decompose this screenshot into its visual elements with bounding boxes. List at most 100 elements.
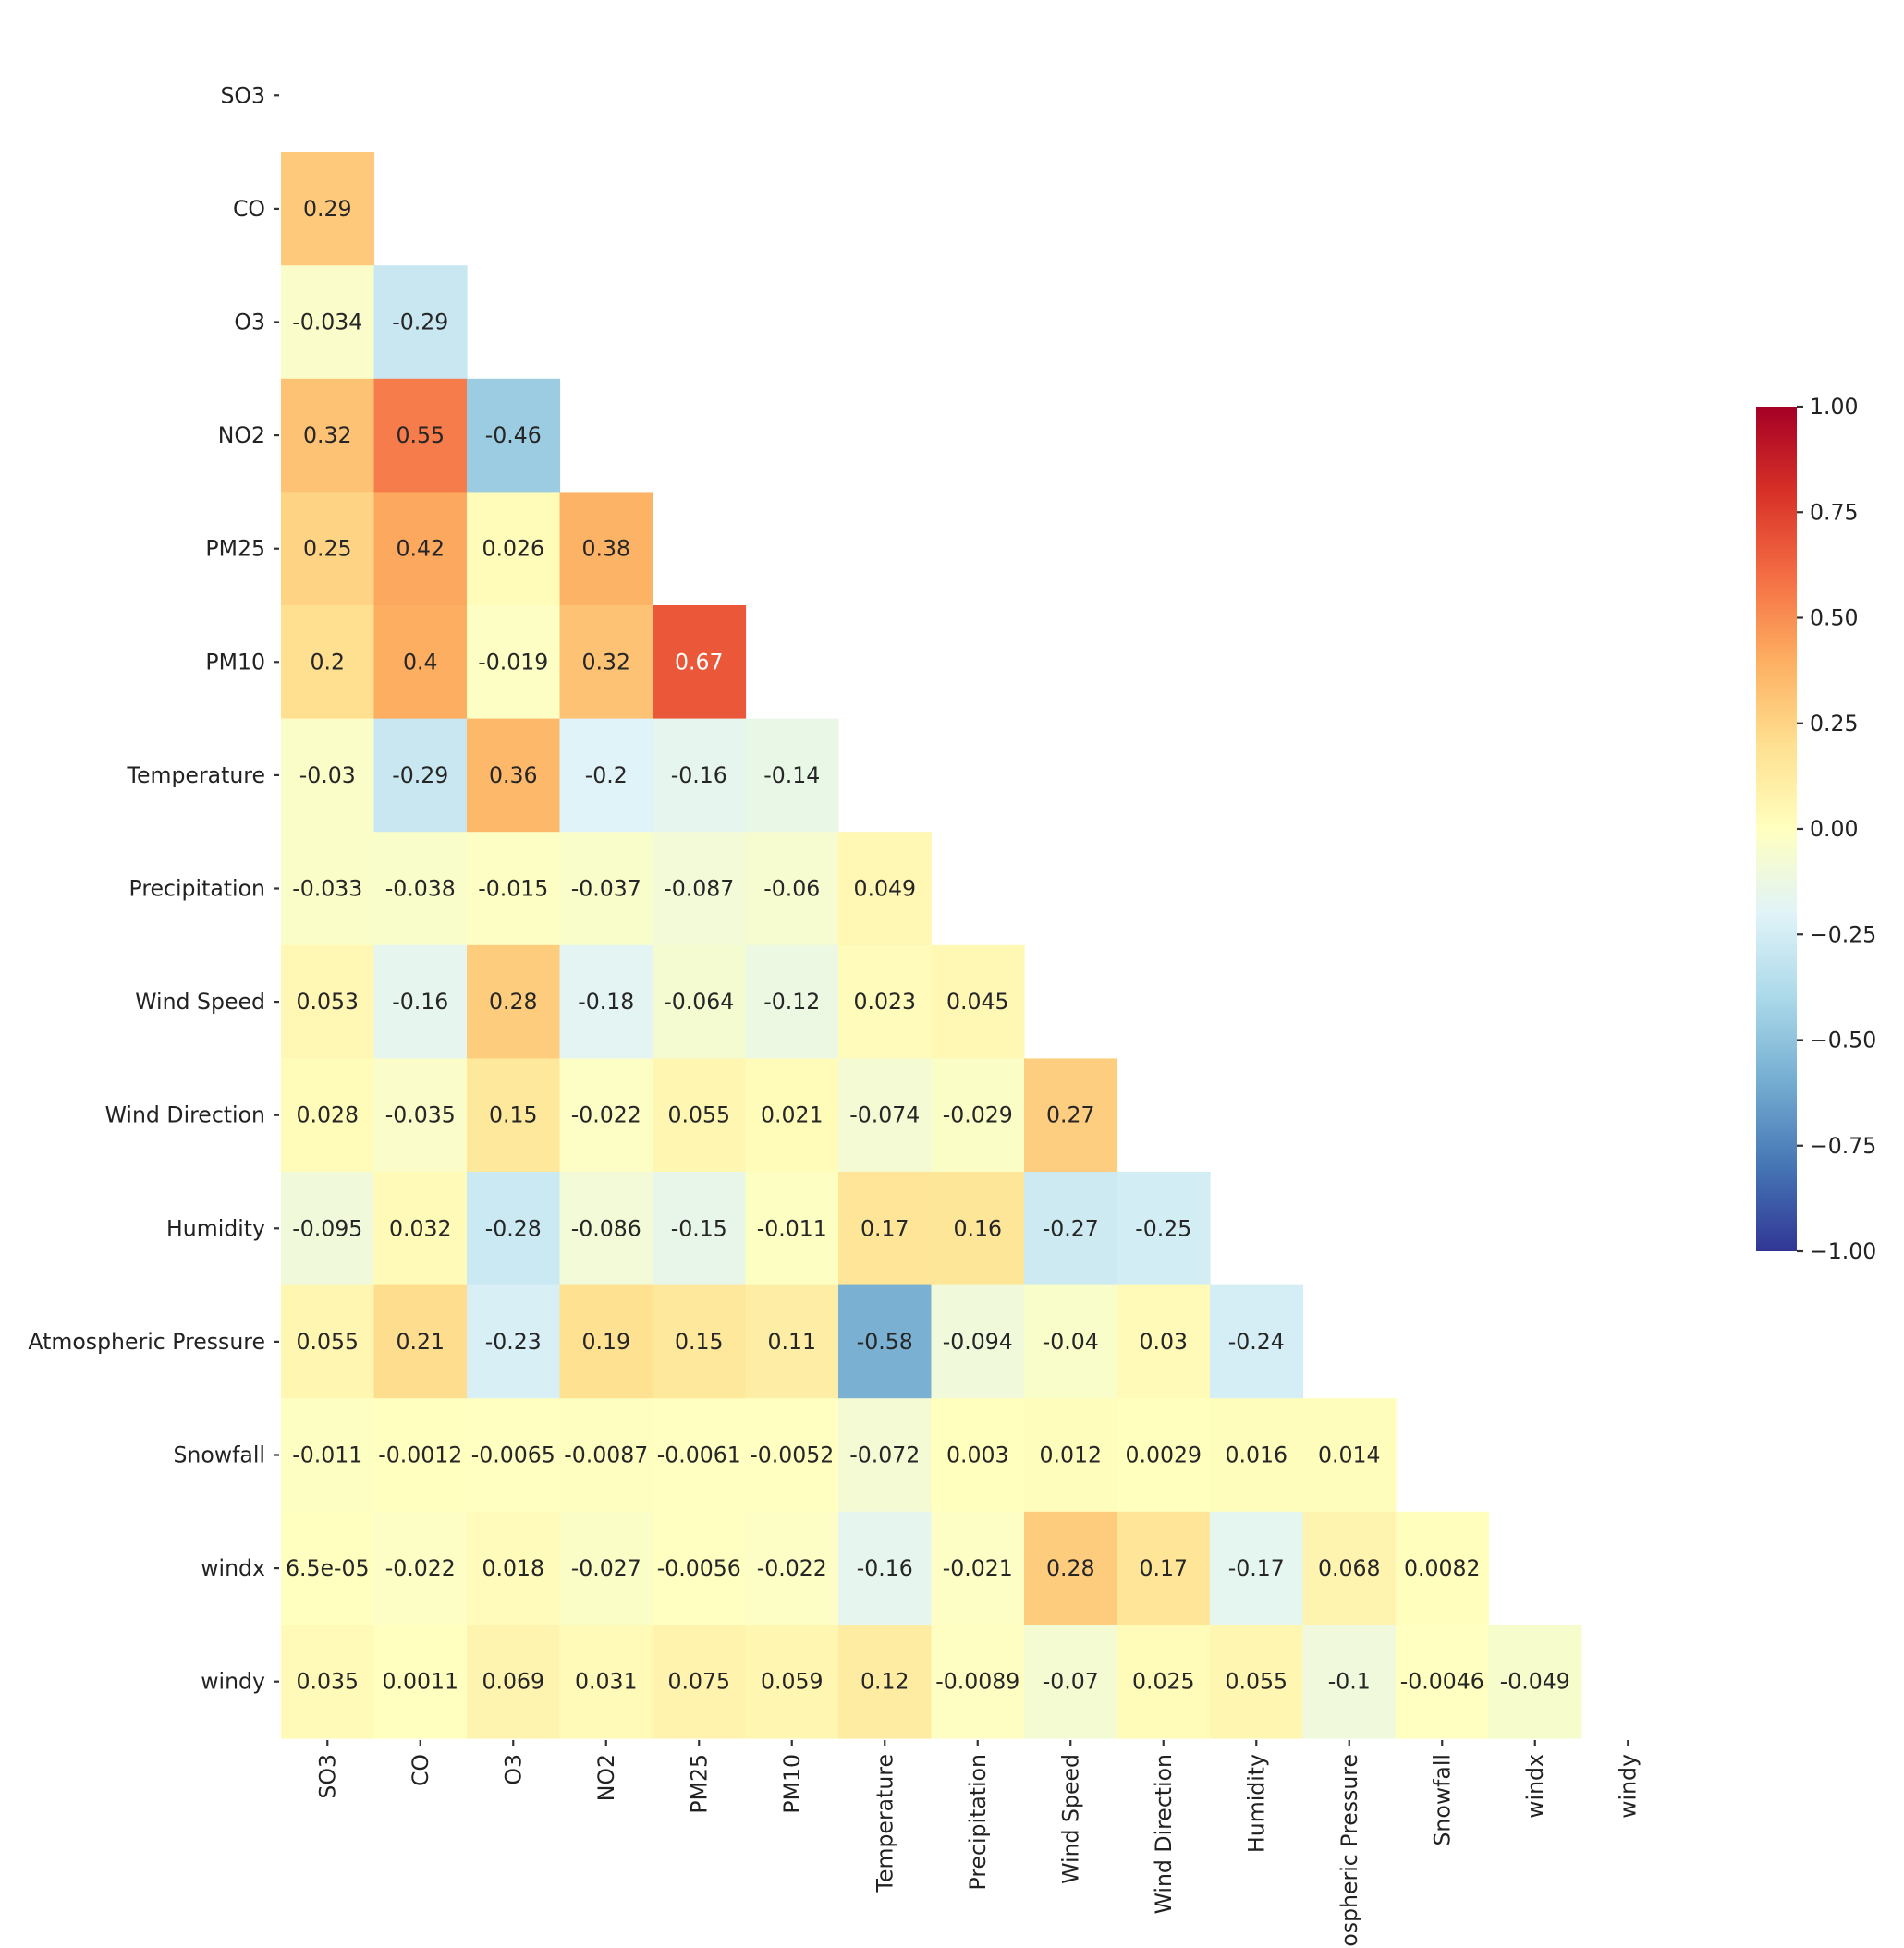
cell-value-label: -0.033 bbox=[292, 876, 362, 902]
cell-value-label: 0.003 bbox=[946, 1443, 1009, 1468]
heatmap-cell bbox=[838, 832, 933, 946]
y-tick-label: windy bbox=[201, 1669, 265, 1695]
cell-value-label: 0.28 bbox=[489, 989, 538, 1015]
heatmap-cell bbox=[838, 1625, 933, 1739]
cell-value-label: -0.25 bbox=[1135, 1215, 1191, 1241]
cell-value-label: 0.28 bbox=[1046, 1555, 1095, 1581]
heatmap-cell bbox=[373, 265, 468, 380]
y-tick-label: PM10 bbox=[205, 649, 265, 675]
cell-value-label: -0.18 bbox=[578, 989, 634, 1015]
heatmap-cell bbox=[559, 1625, 653, 1739]
cell-value-label: -0.049 bbox=[1500, 1669, 1570, 1695]
cell-value-label: 0.38 bbox=[581, 536, 630, 562]
cell-value-label: 0.67 bbox=[675, 649, 724, 675]
cell-value-label: -0.17 bbox=[1228, 1555, 1285, 1581]
heatmap-cell bbox=[373, 1625, 468, 1739]
heatmap-cell bbox=[281, 1511, 375, 1625]
heatmap-cell bbox=[745, 944, 839, 1059]
cell-value-label: -0.2 bbox=[585, 762, 628, 788]
heatmap-cell bbox=[1396, 1625, 1490, 1739]
heatmap-cell bbox=[281, 1284, 375, 1399]
heatmap-cell bbox=[559, 718, 653, 833]
cell-value-label: 0.026 bbox=[482, 536, 544, 562]
x-tick-label: NO2 bbox=[593, 1754, 619, 1801]
heatmap-cell bbox=[373, 378, 468, 493]
cell-value-label: -0.087 bbox=[664, 876, 734, 902]
heatmap-cell bbox=[281, 1398, 375, 1513]
y-tick-label: Wind Speed bbox=[135, 989, 265, 1015]
heatmap-cell bbox=[653, 605, 747, 720]
heatmap-cell bbox=[373, 944, 468, 1059]
colorbar-tick-label: 0.75 bbox=[1810, 499, 1859, 525]
cell-value-label: 0.15 bbox=[675, 1329, 724, 1355]
heatmap-cell bbox=[931, 1511, 1025, 1625]
x-tick-label: Temperature bbox=[872, 1754, 897, 1893]
heatmap-cell bbox=[745, 832, 839, 946]
heatmap-cell bbox=[1024, 1284, 1118, 1399]
heatmap-cell bbox=[281, 265, 375, 380]
heatmap-cell bbox=[467, 1172, 561, 1286]
heatmap-cell bbox=[373, 1284, 468, 1399]
heatmap-cell bbox=[281, 1625, 375, 1739]
heatmap-cell bbox=[467, 944, 561, 1059]
cell-value-label: -0.0046 bbox=[1400, 1669, 1484, 1695]
cell-value-label: -0.14 bbox=[763, 762, 820, 788]
cell-value-label: 0.32 bbox=[303, 422, 352, 448]
heatmap-cell bbox=[467, 1625, 561, 1739]
heatmap-cell bbox=[1024, 1058, 1118, 1173]
heatmap-cell bbox=[653, 1511, 747, 1625]
cell-value-label: -0.022 bbox=[571, 1102, 641, 1128]
y-tick-label: Humidity bbox=[166, 1215, 265, 1241]
cell-value-label: -0.022 bbox=[385, 1555, 456, 1581]
heatmap-cell bbox=[281, 605, 375, 720]
colorbar-tick-label: 0.50 bbox=[1810, 605, 1859, 631]
heatmap-cell bbox=[838, 1172, 933, 1286]
cell-value-label: 0.053 bbox=[296, 989, 359, 1015]
heatmap-cell bbox=[745, 718, 839, 833]
heatmap-cell bbox=[1210, 1398, 1304, 1513]
cell-value-label: 0.016 bbox=[1225, 1443, 1288, 1468]
cell-value-label: -0.011 bbox=[292, 1443, 362, 1468]
cell-value-label: 0.32 bbox=[581, 649, 630, 675]
x-tick-label: O3 bbox=[500, 1754, 526, 1785]
heatmap-cell bbox=[467, 1058, 561, 1173]
heatmap-cell bbox=[838, 1284, 933, 1399]
heatmap-cell bbox=[559, 605, 653, 720]
cell-value-label: -0.27 bbox=[1043, 1215, 1099, 1241]
cell-value-label: 0.17 bbox=[860, 1215, 909, 1241]
heatmap-cell bbox=[1210, 1625, 1304, 1739]
heatmap-cell bbox=[467, 492, 561, 606]
heatmap-cell bbox=[467, 1398, 561, 1513]
heatmap-cell bbox=[281, 1058, 375, 1173]
x-tick-label: windx bbox=[1522, 1754, 1548, 1819]
heatmap-cell bbox=[559, 1398, 653, 1513]
cell-value-label: -0.16 bbox=[392, 989, 448, 1015]
heatmap-cell bbox=[1117, 1625, 1211, 1739]
heatmap-cell bbox=[653, 718, 747, 833]
heatmap-cell bbox=[1210, 1511, 1304, 1625]
cell-value-label: 0.025 bbox=[1132, 1669, 1195, 1695]
colorbar-tick-label: 1.00 bbox=[1810, 394, 1859, 420]
cell-value-label: -0.086 bbox=[571, 1215, 641, 1241]
colorbar-tick-label: −0.75 bbox=[1810, 1133, 1876, 1159]
cell-value-label: 0.075 bbox=[667, 1669, 730, 1695]
heatmap-cell bbox=[559, 492, 653, 606]
y-tick-label: Temperature bbox=[127, 762, 265, 788]
cell-value-label: -0.019 bbox=[478, 649, 548, 675]
cell-value-label: -0.46 bbox=[485, 422, 542, 448]
heatmap-cell bbox=[838, 1398, 933, 1513]
cell-value-label: 0.03 bbox=[1139, 1329, 1188, 1355]
x-tick-label: SO3 bbox=[314, 1754, 340, 1799]
heatmap-cell bbox=[1117, 1511, 1211, 1625]
heatmap-cell bbox=[653, 1625, 747, 1739]
heatmap-cell bbox=[281, 718, 375, 833]
heatmap-cell bbox=[373, 1058, 468, 1173]
cell-value-label: 0.12 bbox=[860, 1669, 909, 1695]
heatmap-cell bbox=[745, 1398, 839, 1513]
heatmap-cell bbox=[373, 1511, 468, 1625]
heatmap-cell bbox=[467, 378, 561, 493]
cell-value-label: 0.032 bbox=[389, 1215, 452, 1241]
cell-value-label: -0.0089 bbox=[935, 1669, 1019, 1695]
cell-value-label: -0.035 bbox=[385, 1102, 456, 1128]
